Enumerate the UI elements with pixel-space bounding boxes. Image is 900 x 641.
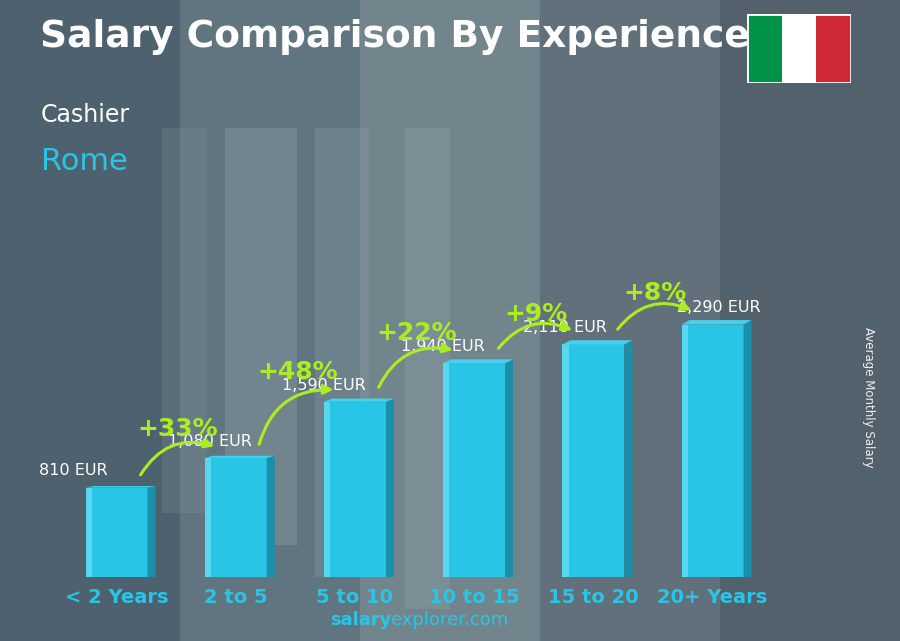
FancyArrowPatch shape: [140, 439, 212, 475]
Bar: [562, 344, 569, 577]
Polygon shape: [86, 486, 156, 488]
Bar: [360, 0, 540, 641]
Bar: [324, 402, 330, 577]
Text: 810 EUR: 810 EUR: [40, 463, 108, 478]
Text: 1,590 EUR: 1,590 EUR: [282, 378, 365, 392]
Bar: [443, 363, 449, 577]
Bar: [540, 0, 720, 641]
Bar: [443, 363, 505, 577]
Text: +48%: +48%: [257, 360, 338, 384]
Polygon shape: [562, 340, 633, 344]
Polygon shape: [743, 320, 752, 577]
Polygon shape: [681, 320, 751, 324]
Bar: [225, 128, 297, 545]
Polygon shape: [148, 486, 156, 577]
FancyArrowPatch shape: [617, 303, 688, 329]
Bar: [86, 488, 148, 577]
Bar: [405, 128, 450, 609]
Bar: [86, 488, 92, 577]
Text: Rome: Rome: [40, 147, 127, 176]
Bar: [681, 324, 743, 577]
Text: 2,110 EUR: 2,110 EUR: [523, 320, 607, 335]
FancyArrowPatch shape: [499, 322, 569, 348]
Polygon shape: [324, 399, 394, 402]
Polygon shape: [386, 399, 394, 577]
Text: +9%: +9%: [504, 302, 567, 326]
Bar: [781, 14, 816, 83]
Bar: [204, 458, 266, 577]
FancyArrowPatch shape: [259, 386, 330, 444]
Polygon shape: [443, 360, 513, 363]
Text: 1,940 EUR: 1,940 EUR: [401, 339, 485, 354]
Bar: [315, 128, 369, 577]
Text: +33%: +33%: [138, 417, 219, 441]
Text: salary: salary: [330, 612, 392, 629]
Text: +22%: +22%: [376, 320, 457, 345]
Bar: [204, 458, 211, 577]
Bar: [162, 128, 207, 513]
Bar: [0, 0, 180, 641]
Text: Salary Comparison By Experience: Salary Comparison By Experience: [40, 19, 751, 55]
Text: Average Monthly Salary: Average Monthly Salary: [862, 327, 875, 468]
FancyArrowPatch shape: [379, 344, 449, 387]
Text: 2,290 EUR: 2,290 EUR: [677, 299, 760, 315]
Bar: [324, 402, 386, 577]
Text: 1,080 EUR: 1,080 EUR: [167, 434, 251, 449]
Bar: [816, 14, 850, 83]
Polygon shape: [204, 456, 274, 458]
Bar: [681, 324, 688, 577]
Polygon shape: [266, 456, 274, 577]
Bar: [747, 14, 781, 83]
Text: +8%: +8%: [624, 281, 687, 306]
Bar: [180, 0, 360, 641]
Text: explorer.com: explorer.com: [392, 612, 508, 629]
Text: Cashier: Cashier: [40, 103, 130, 126]
Bar: [562, 344, 625, 577]
Polygon shape: [625, 340, 633, 577]
Polygon shape: [505, 360, 513, 577]
Bar: [720, 0, 900, 641]
